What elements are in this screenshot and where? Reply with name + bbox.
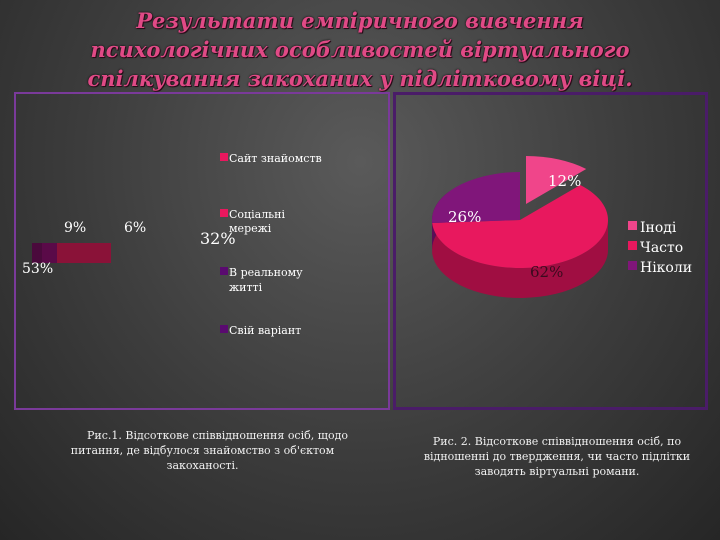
chart2-slice-never bbox=[432, 172, 520, 224]
chart2-legend-swatch-never bbox=[628, 261, 637, 270]
chart1-legend-own-variant: Свій варіант bbox=[229, 324, 301, 337]
chart2-frame bbox=[393, 92, 708, 410]
chart2-slice-often-side bbox=[432, 220, 608, 299]
chart2-label-sometimes: 12% bbox=[548, 172, 581, 190]
chart1-legend-social-line1: Соціальні bbox=[229, 208, 285, 221]
chart1-caption: Рис.1. Відсоткове співвідношення осіб, щ… bbox=[70, 429, 348, 472]
chart1-legend-swatch-own-variant bbox=[220, 325, 228, 333]
chart2-legend-often: Часто bbox=[640, 240, 683, 256]
chart1-bar-real-life bbox=[42, 243, 57, 263]
chart1-label-own-variant: 6% bbox=[124, 220, 146, 236]
chart2-label-often: 62% bbox=[530, 263, 563, 281]
chart2-caption: Рис. 2. Відсоткове співвідношення осіб, … bbox=[423, 435, 691, 478]
chart1-legend-swatch-site bbox=[220, 153, 228, 161]
chart1-legend-real-life-line1: В реальному bbox=[229, 266, 303, 279]
chart1-label-site: 53% bbox=[22, 261, 53, 277]
chart1-legend-swatch-social bbox=[220, 209, 228, 217]
chart2-label-never: 26% bbox=[448, 208, 481, 226]
page-title: Результати емпіричного вивчення психолог… bbox=[87, 8, 633, 91]
chart1-bar-own-variant bbox=[32, 243, 42, 263]
chart2-legend-swatch-often bbox=[628, 241, 637, 250]
chart2-slice-often bbox=[432, 185, 608, 268]
chart2-slice-sometimes bbox=[526, 156, 587, 204]
chart1-legend-social-line2: мережі bbox=[229, 222, 272, 235]
chart2-legend-sometimes: Іноді bbox=[640, 220, 677, 236]
chart1-frame bbox=[14, 92, 390, 410]
chart1-legend-real-life-line2: житті bbox=[229, 281, 263, 294]
chart2-legend-swatch-sometimes bbox=[628, 221, 637, 230]
chart1-bar-social bbox=[57, 243, 111, 263]
chart2-legend-never: Ніколи bbox=[640, 260, 692, 276]
chart1-label-real-life: 9% bbox=[64, 220, 86, 236]
chart1-legend-swatch-real-life bbox=[220, 267, 228, 275]
chart1-label-social: 32% bbox=[200, 229, 236, 248]
chart1-legend-site: Сайт знайомств bbox=[229, 152, 322, 165]
